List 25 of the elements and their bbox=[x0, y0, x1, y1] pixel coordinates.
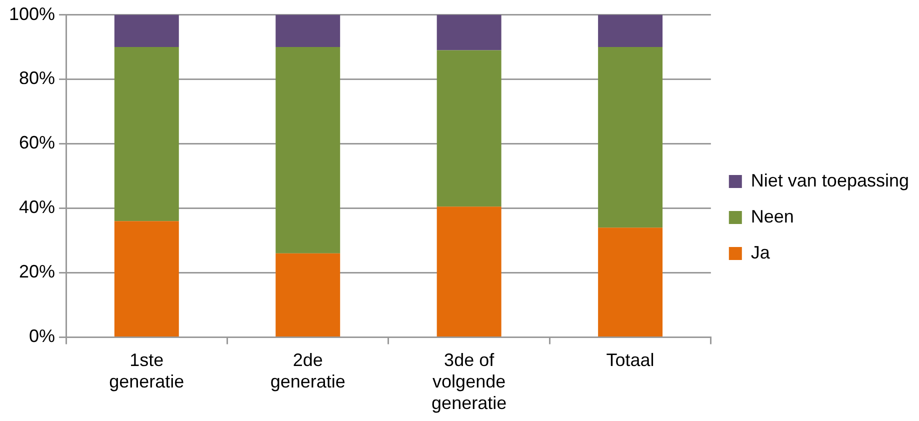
y-tick-label: 80% bbox=[19, 68, 56, 88]
y-tick-label: 20% bbox=[19, 262, 56, 282]
x-tick-label: Totaal bbox=[606, 350, 654, 370]
legend-label: Neen bbox=[750, 206, 794, 226]
bar bbox=[114, 221, 179, 336]
y-tick-label: 0% bbox=[29, 326, 56, 346]
bar bbox=[598, 14, 663, 48]
x-tick-label: 1ste generatie bbox=[109, 350, 184, 392]
bar bbox=[436, 14, 502, 50]
y-tick-label: 100% bbox=[8, 4, 56, 24]
bar bbox=[276, 47, 340, 254]
bar bbox=[436, 206, 502, 336]
bar bbox=[114, 47, 179, 222]
y-tick-label: 60% bbox=[19, 132, 56, 153]
legend-label: Ja bbox=[750, 242, 771, 262]
bar bbox=[276, 253, 340, 336]
y-tick-label: 40% bbox=[19, 197, 56, 218]
bar bbox=[276, 14, 340, 48]
legend-label: Niet van toepassing bbox=[750, 170, 910, 190]
x-tick-label: 3de of volgende generatie bbox=[432, 350, 507, 414]
x-tick-label: 2de generatie bbox=[270, 350, 346, 392]
bar bbox=[436, 50, 502, 207]
bar bbox=[598, 228, 663, 336]
bar bbox=[114, 14, 179, 48]
bar bbox=[598, 47, 663, 228]
